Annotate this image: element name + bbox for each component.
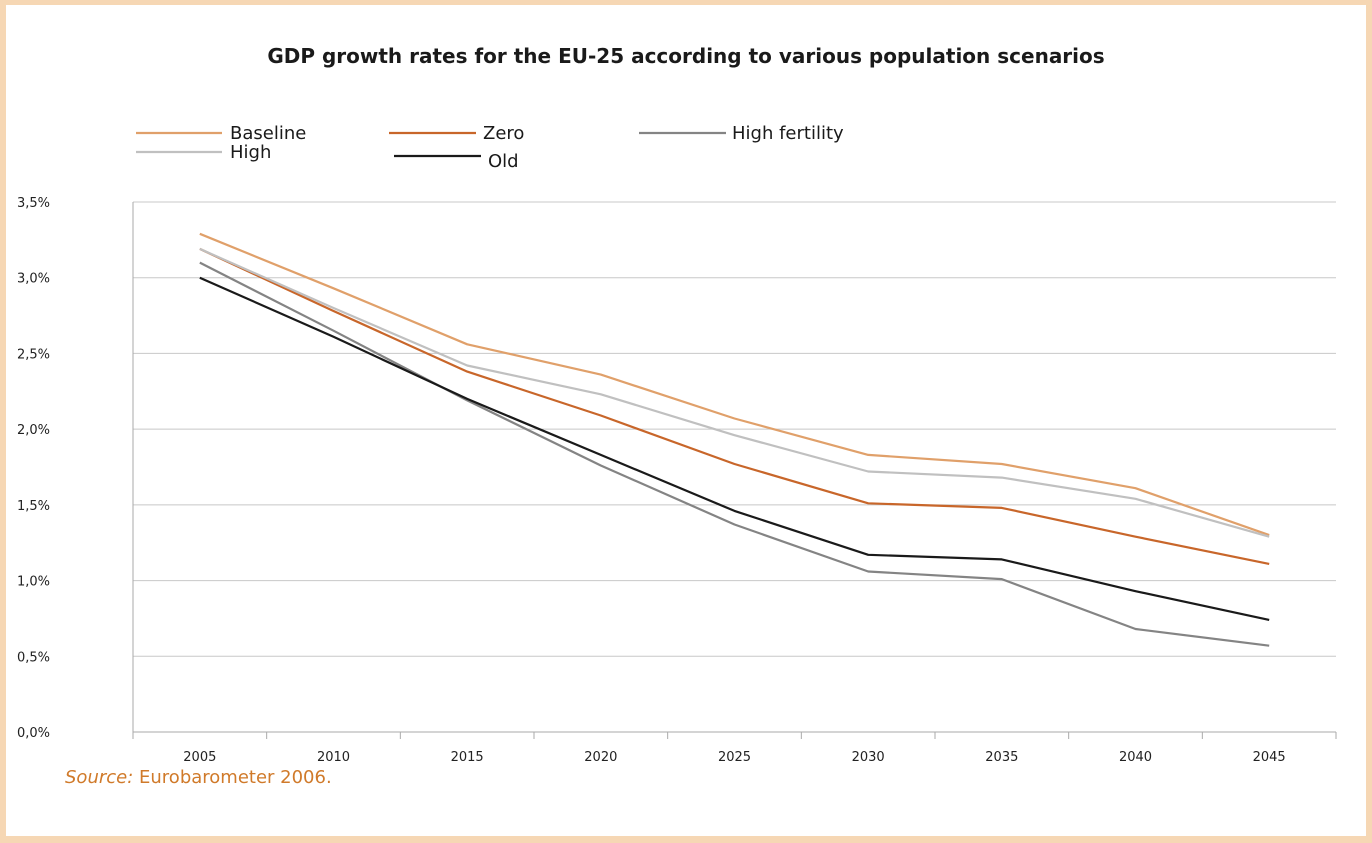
y-tick-label: 3,5% (17, 196, 50, 211)
y-tick-label: 2,0% (17, 423, 50, 438)
legend-label-zero: Zero (483, 123, 524, 144)
x-tick-label: 2005 (183, 750, 216, 765)
x-tick-label: 2025 (718, 750, 751, 765)
series-line-old (199, 276, 1270, 621)
x-tick-label: 2040 (1119, 750, 1152, 765)
x-tick-label: 2015 (451, 750, 484, 765)
series-line-baseline (199, 232, 1270, 537)
legend-label-baseline: Baseline (230, 123, 306, 144)
source-label: Source: (65, 767, 134, 788)
y-tick-label: 3,0% (17, 272, 50, 287)
y-tick-label: 0,5% (17, 650, 50, 665)
x-tick-label: 2020 (584, 750, 617, 765)
x-tick-label: 2045 (1253, 750, 1286, 765)
y-tick-label: 2,5% (17, 347, 50, 362)
series-line-zero (199, 247, 1270, 565)
y-tick-label: 0,0% (17, 726, 50, 741)
y-tick-label: 1,5% (17, 499, 50, 514)
legend-label-high-fertility: High fertility (732, 123, 844, 144)
series-line-high-fertility (199, 261, 1270, 647)
legend-label-old: Old (488, 151, 519, 172)
x-tick-label: 2010 (317, 750, 350, 765)
series-line-high (199, 247, 1270, 538)
chart-frame: GDP growth rates for the EU-25 according… (6, 5, 1366, 836)
source-note: Source: Eurobarometer 2006. (65, 767, 332, 788)
chart-title: GDP growth rates for the EU-25 according… (267, 44, 1104, 68)
x-tick-label: 2035 (985, 750, 1018, 765)
source-text: Eurobarometer 2006. (133, 767, 332, 788)
legend-label-high: High (230, 142, 271, 163)
line-chart: GDP growth rates for the EU-25 according… (17, 44, 1337, 765)
x-tick-label: 2030 (852, 750, 885, 765)
y-tick-label: 1,0% (17, 575, 50, 590)
